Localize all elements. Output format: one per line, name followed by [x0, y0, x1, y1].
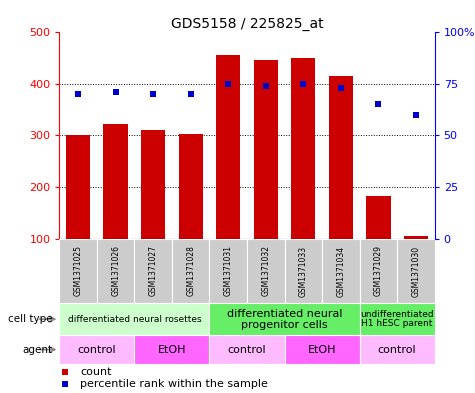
Bar [104, 124, 128, 239]
Bar [366, 196, 390, 239]
Bar [329, 76, 353, 239]
Text: GSM1371026: GSM1371026 [111, 246, 120, 296]
Bar [209, 239, 247, 303]
Bar [134, 239, 172, 303]
Bar [291, 58, 315, 239]
Text: differentiated neural
progenitor cells: differentiated neural progenitor cells [227, 309, 342, 329]
Bar [172, 239, 209, 303]
Text: EtOH: EtOH [308, 345, 336, 354]
Bar [360, 239, 397, 303]
Text: control: control [77, 345, 116, 354]
Bar [209, 303, 360, 335]
Bar [285, 335, 360, 364]
Bar [97, 239, 134, 303]
Text: agent: agent [22, 345, 52, 354]
Text: GSM1371032: GSM1371032 [261, 246, 270, 296]
Bar [254, 60, 278, 239]
Text: GSM1371028: GSM1371028 [186, 246, 195, 296]
Bar [322, 239, 360, 303]
Bar [360, 303, 435, 335]
Text: percentile rank within the sample: percentile rank within the sample [80, 379, 268, 389]
Bar [179, 134, 203, 239]
Bar [59, 335, 134, 364]
Text: count: count [80, 367, 112, 376]
Text: GSM1371030: GSM1371030 [411, 245, 420, 297]
Bar [247, 239, 285, 303]
Text: control: control [228, 345, 266, 354]
Bar [397, 239, 435, 303]
Text: cell type: cell type [8, 314, 52, 324]
Bar [285, 239, 322, 303]
Bar [404, 236, 428, 239]
Bar [141, 130, 165, 239]
Bar [59, 303, 209, 335]
Text: GSM1371034: GSM1371034 [336, 245, 345, 297]
Bar [66, 135, 90, 239]
Bar [216, 55, 240, 239]
Text: GSM1371025: GSM1371025 [74, 246, 83, 296]
Bar [134, 335, 209, 364]
Title: GDS5158 / 225825_at: GDS5158 / 225825_at [171, 17, 323, 31]
Text: control: control [378, 345, 417, 354]
Text: GSM1371031: GSM1371031 [224, 246, 233, 296]
Text: undifferentiated
H1 hESC parent: undifferentiated H1 hESC parent [360, 310, 434, 329]
Bar [360, 335, 435, 364]
Text: GSM1371033: GSM1371033 [299, 245, 308, 297]
Text: GSM1371029: GSM1371029 [374, 246, 383, 296]
Text: EtOH: EtOH [158, 345, 186, 354]
Bar [209, 335, 285, 364]
Text: differentiated neural rosettes: differentiated neural rosettes [67, 315, 201, 323]
Bar [59, 239, 97, 303]
Text: GSM1371027: GSM1371027 [149, 246, 158, 296]
